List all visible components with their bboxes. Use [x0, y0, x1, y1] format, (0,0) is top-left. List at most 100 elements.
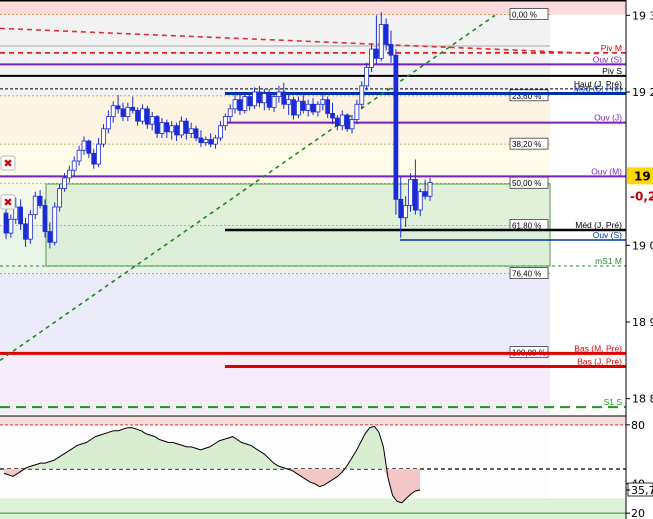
candle-up [378, 24, 384, 59]
candle-up [8, 218, 14, 234]
alert-marker-box [0, 155, 16, 171]
candle-down [310, 103, 316, 113]
fib-label-box [509, 8, 549, 20]
axis-tick-label: 18 8 [632, 393, 653, 406]
fib-label: 0,00 % [512, 11, 537, 20]
candle-down [164, 122, 170, 133]
candle-down [393, 54, 399, 200]
candle-up [252, 91, 257, 107]
axis-background [626, 0, 653, 519]
candle-down [47, 231, 53, 243]
candle-down [281, 91, 287, 105]
alert-marker-box [0, 194, 16, 210]
candle-up [213, 137, 218, 145]
candle-up [27, 214, 33, 240]
candle-up [66, 169, 72, 179]
alert-markers: ✖✖ [0, 155, 16, 210]
candle-up [408, 178, 413, 206]
fib-label-box [509, 267, 549, 280]
current-price-label: 19 [634, 169, 651, 183]
candle-down [23, 223, 28, 240]
candle-up [203, 139, 209, 144]
candle-up [354, 103, 360, 121]
fib-label-box [509, 89, 549, 102]
candle-down [135, 110, 140, 122]
fib-label: 50,00 % [512, 179, 541, 188]
candle-up [149, 116, 155, 125]
rsi-axis-label: 20 [631, 507, 645, 519]
candle-up [159, 122, 165, 134]
fib-label: 76,40 % [512, 270, 541, 279]
level-label: Ouv (M) [591, 166, 622, 176]
candle-down [42, 205, 48, 232]
candle-up [364, 67, 370, 87]
level-label: Bas (J, Pré) [577, 356, 622, 366]
level-label: Ouv (J) [594, 113, 622, 123]
fib-label: 23,60 % [512, 92, 541, 101]
candle-up [125, 106, 131, 117]
level-label: Piv S [602, 66, 622, 76]
candle-down [174, 125, 179, 136]
candle-down [412, 178, 418, 211]
current-change-label: -0,2 [630, 189, 653, 203]
level-label: Haut (J, Pré) [574, 79, 622, 89]
current-price-badge [627, 167, 653, 185]
rsi-panel [0, 415, 626, 519]
trend-lines [0, 14, 601, 361]
level-label: Bas (M, Pré) [574, 343, 622, 353]
candle-down [335, 117, 340, 127]
rsi-overbought-zone [0, 416, 626, 425]
candle-up [271, 96, 277, 108]
fib-label: 38,20 % [512, 140, 541, 149]
candle-down [198, 137, 204, 143]
candle-up [105, 116, 111, 130]
rsi-line [3, 425, 421, 504]
candle-down [422, 191, 428, 197]
rsi-axis-label: 80 [631, 419, 645, 432]
candle-down [300, 100, 306, 111]
candle-up [188, 128, 194, 134]
candle-down [330, 113, 335, 119]
candle-up [76, 149, 82, 162]
axis-tick-label: 19 2 [632, 86, 653, 99]
level-label: Ouv (S) [593, 54, 622, 64]
candle-down [373, 48, 379, 59]
candle-up [261, 93, 267, 104]
candle-down [91, 152, 97, 165]
candle-up [101, 128, 106, 145]
candle-down [344, 114, 350, 130]
candle-down [183, 120, 189, 134]
candle-up [110, 105, 116, 117]
axis-tick-label: 19 3 [632, 9, 653, 22]
rsi-fill-below [4, 468, 420, 503]
candle-down [86, 140, 92, 154]
candle-down [383, 24, 389, 45]
candle-up [276, 91, 282, 97]
zone-below-100 [0, 352, 550, 414]
candle-down [115, 105, 121, 110]
resistance-trendline [0, 27, 601, 55]
candle-up [140, 108, 145, 122]
candle-up [349, 119, 355, 130]
zone-76-100 [0, 273, 550, 353]
candle-up [296, 100, 301, 116]
candle-down [154, 116, 160, 134]
close-icon: ✖ [3, 157, 12, 170]
candles [3, 12, 433, 249]
level-label: Méd (S, Pré) [574, 84, 622, 94]
candle-down [208, 139, 214, 145]
candle-up [359, 85, 365, 105]
axis-tick-label: 18 9 [632, 316, 653, 329]
candle-down [247, 96, 253, 107]
close-icon: ✖ [3, 196, 12, 209]
fib-label: 61,80 % [512, 221, 541, 230]
price-axis: 19 319 219 018 918 819-0,2804035,720 [625, 0, 653, 519]
level-label: Ouv (S) [593, 230, 622, 240]
candle-down [144, 108, 150, 125]
candle-up [286, 99, 292, 105]
level-label: S1 S [604, 397, 623, 407]
candle-up [232, 99, 238, 110]
candle-up [96, 143, 101, 165]
candle-down [257, 91, 262, 104]
